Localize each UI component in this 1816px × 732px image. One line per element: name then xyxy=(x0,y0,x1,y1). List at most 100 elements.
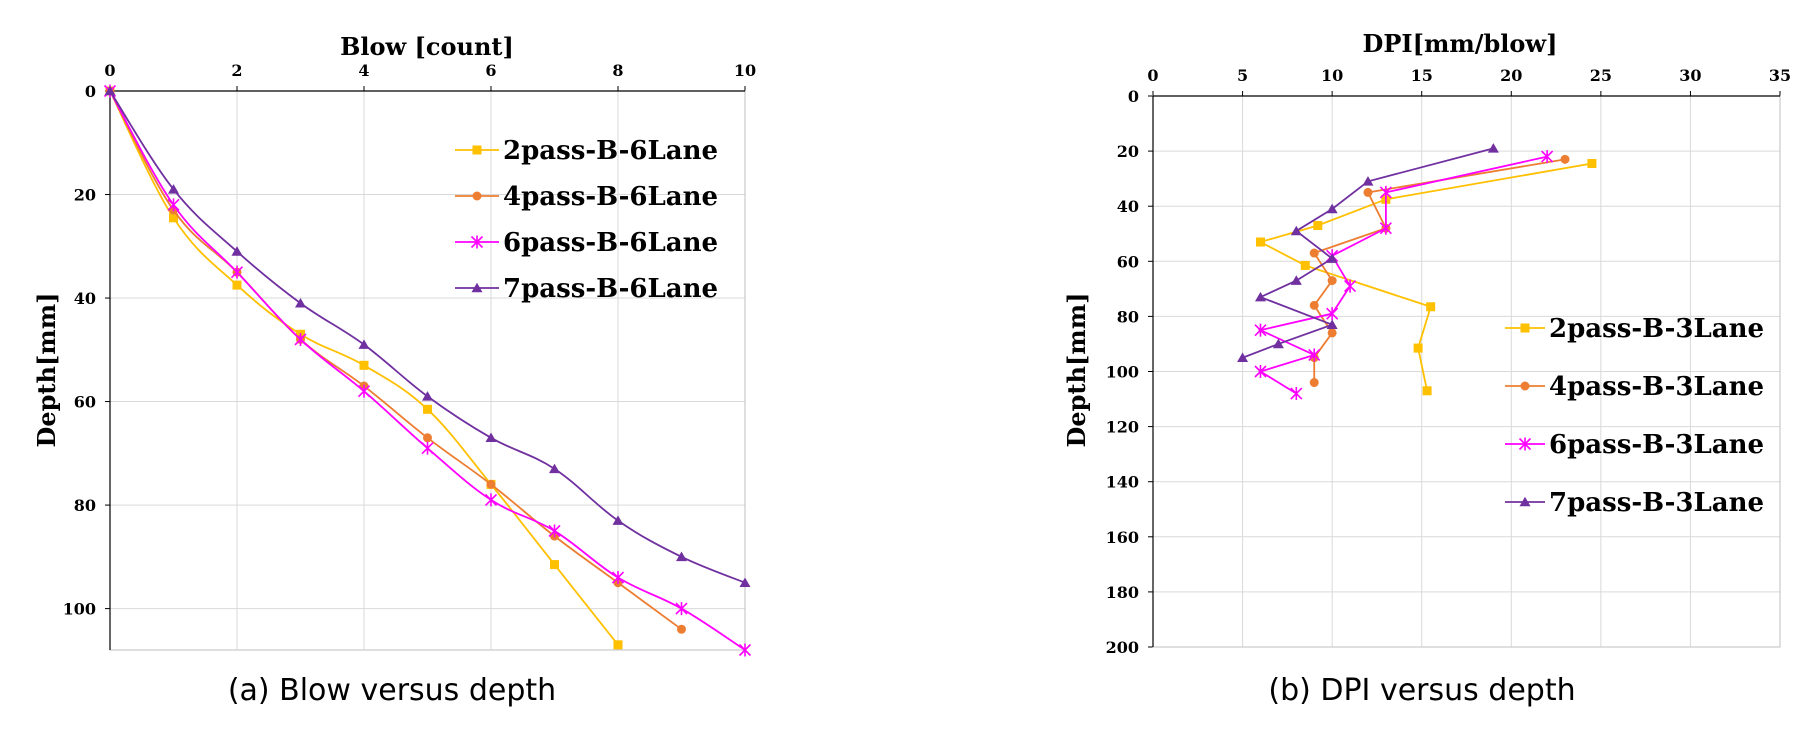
data-point xyxy=(1309,300,1319,310)
y-tick-label: 0 xyxy=(1128,87,1139,106)
y-tick-label: 120 xyxy=(1106,418,1139,437)
legend: 2pass-B-6Lane 4pass-B-6Lane 6pass-B-6Lan… xyxy=(455,136,718,304)
y-tick-label: 100 xyxy=(1106,363,1139,382)
x-tick-label: 0 xyxy=(104,61,115,80)
series-line xyxy=(109,90,683,631)
data-point xyxy=(739,577,751,587)
legend-marker xyxy=(470,235,484,249)
legend-item-2pass: 2pass-B-6Lane xyxy=(455,136,718,166)
data-point xyxy=(1272,338,1284,349)
x-tick-label: 10 xyxy=(1321,66,1343,85)
data-point xyxy=(1422,386,1432,396)
series-layer xyxy=(1237,143,1597,401)
y-tick-labels: 0 20 40 60 80 100 xyxy=(63,82,96,619)
legend-marker xyxy=(1520,323,1530,333)
data-point xyxy=(1413,343,1423,353)
data-point xyxy=(1308,348,1321,362)
x-tick-label: 4 xyxy=(358,61,369,80)
data-point xyxy=(1326,203,1338,214)
data-point xyxy=(1254,323,1267,337)
series-4pass-B-3Lane xyxy=(1309,154,1570,388)
legend-item-7pass: 7pass-B-3Lane xyxy=(1505,488,1764,518)
data-point xyxy=(1587,158,1597,168)
data-point xyxy=(550,560,559,570)
data-point xyxy=(738,643,752,657)
x-tick-label: 0 xyxy=(1147,66,1158,85)
y-axis-title: Depth[mm] xyxy=(32,293,61,448)
x-tick-label: 8 xyxy=(612,61,623,80)
x-tick-labels: 0 2 4 6 8 10 xyxy=(104,61,756,80)
data-point xyxy=(1327,276,1337,286)
data-point xyxy=(1313,220,1323,230)
legend-label: 7pass-B-3Lane xyxy=(1549,488,1764,518)
data-point xyxy=(232,280,242,290)
legend-marker xyxy=(471,282,483,293)
x-tick-label: 20 xyxy=(1500,66,1522,85)
y-tick-label: 160 xyxy=(1106,528,1139,547)
x-tick-label: 2 xyxy=(231,61,242,80)
data-point xyxy=(612,515,624,525)
data-point xyxy=(231,246,243,256)
data-point xyxy=(1487,143,1499,153)
legend-marker xyxy=(472,191,482,201)
y-tick-label: 20 xyxy=(74,186,96,205)
data-point xyxy=(168,184,179,194)
data-point xyxy=(611,571,625,585)
data-point xyxy=(1363,187,1373,197)
y-tick-label: 180 xyxy=(1106,583,1139,602)
x-tick-label: 30 xyxy=(1679,66,1701,85)
data-point xyxy=(1379,185,1392,199)
data-point xyxy=(294,332,307,346)
data-point xyxy=(1379,221,1392,235)
data-point xyxy=(423,433,432,443)
data-point xyxy=(421,441,434,455)
data-point xyxy=(1327,328,1337,338)
grid-lines xyxy=(1148,91,1781,648)
series-7pass-B-3Lane xyxy=(1237,143,1499,362)
data-point xyxy=(167,198,180,212)
x-tick-label: 10 xyxy=(734,61,756,80)
legend-item-4pass: 4pass-B-6Lane xyxy=(455,182,718,212)
legend-label: 4pass-B-3Lane xyxy=(1549,372,1764,402)
data-point xyxy=(1560,154,1570,164)
y-tick-labels: 0 20 40 60 80 100 120 140 160 180 200 xyxy=(1106,87,1139,657)
x-tick-label: 5 xyxy=(1237,66,1248,85)
series-line xyxy=(1257,155,1548,395)
data-point xyxy=(1309,378,1319,388)
data-point xyxy=(1426,302,1436,312)
data-point xyxy=(169,213,178,223)
axes xyxy=(1152,95,1781,648)
data-point xyxy=(486,479,496,489)
data-point xyxy=(422,391,433,401)
data-point xyxy=(549,463,560,474)
data-point xyxy=(677,624,686,634)
data-point xyxy=(1326,319,1338,329)
plot-area xyxy=(110,91,745,650)
data-point xyxy=(423,404,432,414)
legend: 2pass-B-3Lane 4pass-B-3Lane 6pass-B-3Lan… xyxy=(1505,314,1764,518)
y-tick-label: 200 xyxy=(1106,638,1139,657)
data-point xyxy=(230,265,244,279)
data-point xyxy=(357,384,371,398)
legend-label: 2pass-B-3Lane xyxy=(1549,314,1764,344)
x-axis-title: DPI[mm/blow] xyxy=(1363,29,1558,58)
series-7pass-B-6Lane xyxy=(104,85,751,587)
data-point xyxy=(358,339,370,349)
legend-item-4pass: 4pass-B-3Lane xyxy=(1505,372,1764,402)
y-tick-label: 40 xyxy=(1117,197,1139,216)
y-tick-label: 100 xyxy=(63,600,96,619)
x-tick-label: 25 xyxy=(1590,66,1612,85)
x-tick-label: 35 xyxy=(1769,66,1791,85)
data-point xyxy=(1300,260,1310,270)
legend-label: 7pass-B-6Lane xyxy=(503,274,718,304)
data-point xyxy=(1362,176,1374,186)
x-tick-label: 6 xyxy=(485,61,496,80)
data-point xyxy=(1237,352,1249,362)
legend-label: 6pass-B-6Lane xyxy=(503,228,718,258)
y-tick-label: 40 xyxy=(74,289,96,308)
figure-caption: (a) Blow versus depth xyxy=(228,673,556,708)
data-point xyxy=(1326,253,1338,263)
y-tick-label: 140 xyxy=(1106,473,1139,492)
y-tick-label: 60 xyxy=(1117,252,1139,271)
legend-label: 6pass-B-3Lane xyxy=(1549,430,1764,460)
